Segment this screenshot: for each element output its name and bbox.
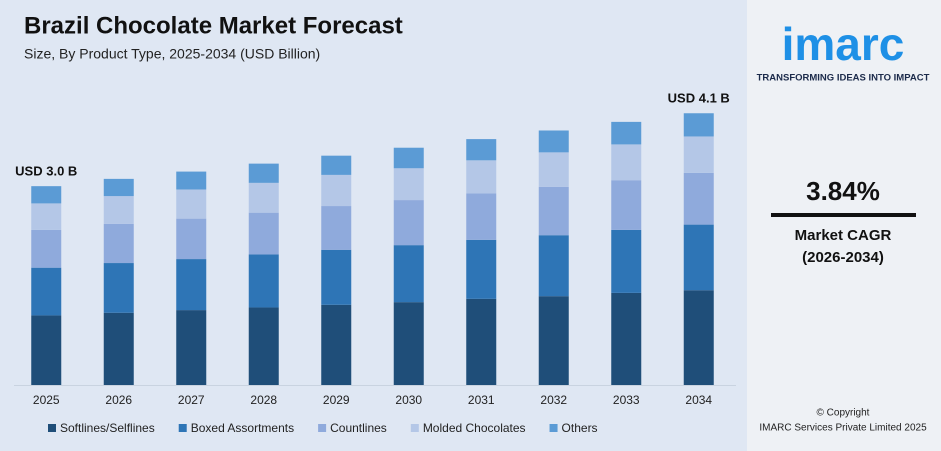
bar-segment <box>31 229 62 268</box>
bar-segment <box>611 229 642 293</box>
bar-segment <box>683 113 714 137</box>
total-label: USD 3.0 B <box>15 164 77 179</box>
logo: imarc <box>782 18 905 70</box>
bar-segment <box>176 171 207 190</box>
bar-segment <box>248 254 279 308</box>
bar-segment <box>248 182 279 213</box>
legend-label: Others <box>562 421 598 435</box>
tagline: TRANSFORMING IDEAS INTO IMPACT <box>757 73 930 84</box>
bar-segment <box>103 196 134 224</box>
bar-segment <box>248 212 279 255</box>
legend-label: Molded Chocolates <box>423 421 526 435</box>
bar-segment <box>176 189 207 219</box>
legend-swatch <box>318 424 327 432</box>
legend-swatch <box>178 424 187 432</box>
bar-segment <box>393 168 424 201</box>
total-label: USD 4.1 B <box>668 91 730 106</box>
bar-segment <box>176 218 207 260</box>
bar-segment <box>538 130 569 153</box>
x-tick-label: 2032 <box>540 393 567 407</box>
bar-segment <box>321 155 352 175</box>
cagr-value: 3.84% <box>806 176 880 206</box>
bar-segment <box>611 144 642 181</box>
legend-swatch <box>549 424 558 432</box>
bar-segment <box>103 312 134 385</box>
bar-segment <box>683 224 714 291</box>
x-tick-label: 2029 <box>323 393 350 407</box>
bar-segment <box>31 315 62 385</box>
cagr-period: (2026-2034) <box>802 249 884 266</box>
x-tick-label: 2031 <box>468 393 495 407</box>
bar-segment <box>466 139 497 161</box>
bar-segment <box>321 249 352 305</box>
bar-segment <box>683 172 714 225</box>
bar-segment <box>393 200 424 246</box>
bar-segment <box>248 163 279 183</box>
bar-segment <box>31 186 62 204</box>
bar-segment <box>683 290 714 385</box>
x-tick-label: 2028 <box>250 393 277 407</box>
chart-title: Brazil Chocolate Market Forecast <box>24 12 403 39</box>
bar-segment <box>466 160 497 194</box>
sidebar-background <box>747 0 941 451</box>
bar-segment <box>103 178 134 197</box>
bar-segment <box>611 121 642 145</box>
bar-segment <box>538 152 569 187</box>
legend-label: Countlines <box>330 421 387 435</box>
x-tick-label: 2026 <box>105 393 132 407</box>
bar-segment <box>321 206 352 250</box>
x-tick-label: 2030 <box>395 393 422 407</box>
legend-label: Boxed Assortments <box>191 421 294 435</box>
company: IMARC Services Private Limited 2025 <box>759 423 927 434</box>
legend-swatch <box>410 424 419 432</box>
x-tick-label: 2033 <box>613 393 640 407</box>
bar-segment <box>103 223 134 264</box>
bar-segment <box>393 245 424 303</box>
bar-segment <box>466 298 497 385</box>
copyright: © Copyright <box>817 408 870 419</box>
bar-segment <box>393 302 424 385</box>
cagr-label: Market CAGR <box>795 227 892 244</box>
bar-segment <box>611 292 642 385</box>
bar-segment <box>611 180 642 230</box>
bar-segment <box>538 296 569 385</box>
bar-segment <box>393 147 424 169</box>
bar-segment <box>538 186 569 236</box>
bar-segment <box>683 136 714 173</box>
x-tick-label: 2027 <box>178 393 205 407</box>
bar-segment <box>103 263 134 313</box>
bar-segment <box>466 193 497 240</box>
bar-segment <box>31 267 62 316</box>
divider <box>771 213 916 217</box>
bar-segment <box>248 307 279 385</box>
legend-swatch <box>48 424 56 432</box>
x-tick-label: 2025 <box>33 393 60 407</box>
x-tick-label: 2034 <box>685 393 712 407</box>
chart-subtitle: Size, By Product Type, 2025-2034 (USD Bi… <box>24 46 320 62</box>
bar-segment <box>321 174 352 207</box>
bar-segment <box>176 310 207 385</box>
bar-segment <box>466 239 497 299</box>
bar-segment <box>321 304 352 385</box>
bar-segment <box>176 259 207 311</box>
bar-segment <box>31 203 62 230</box>
legend-label: Softlines/Selflines <box>60 421 155 435</box>
bar-segment <box>538 235 569 297</box>
